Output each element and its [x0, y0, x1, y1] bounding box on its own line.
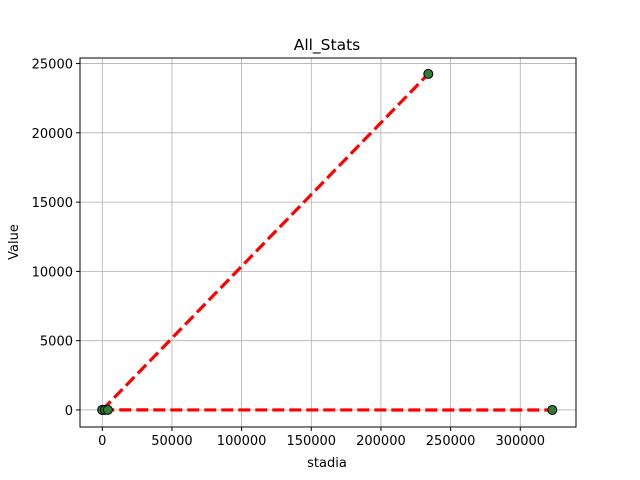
- data-point-1: [547, 404, 558, 415]
- x-tick-label: 50000: [151, 434, 192, 449]
- y-tick-label: 15000: [32, 196, 73, 211]
- y-tick-label: 10000: [32, 265, 73, 280]
- grid: [80, 58, 576, 427]
- x-tick-label: 150000: [286, 434, 336, 449]
- series-line-0: [101, 72, 430, 412]
- ticks: 0 50000 100000 150000 200000 250000 300000 0 500…: [32, 58, 545, 449]
- plot-frame: [79, 57, 577, 428]
- data-point-0: [423, 68, 434, 79]
- x-tick-label: 250000: [426, 434, 476, 449]
- x-tick-label: 200000: [356, 434, 406, 449]
- y-tick-label: 20000: [32, 127, 73, 142]
- x-tick-label: 100000: [217, 434, 267, 449]
- x-tick-label: 300000: [495, 434, 545, 449]
- series-layer: [97, 68, 558, 415]
- x-tick-label: 0: [98, 434, 106, 449]
- y-tick-label: 0: [65, 404, 73, 419]
- chart-title: All_Stats: [294, 36, 361, 55]
- data-point-1: [102, 404, 113, 415]
- y-axis-label: Value: [7, 224, 22, 260]
- x-axis-label: stadia: [307, 456, 347, 471]
- y-tick-label: 5000: [40, 335, 73, 350]
- y-tick-label: 25000: [32, 58, 73, 73]
